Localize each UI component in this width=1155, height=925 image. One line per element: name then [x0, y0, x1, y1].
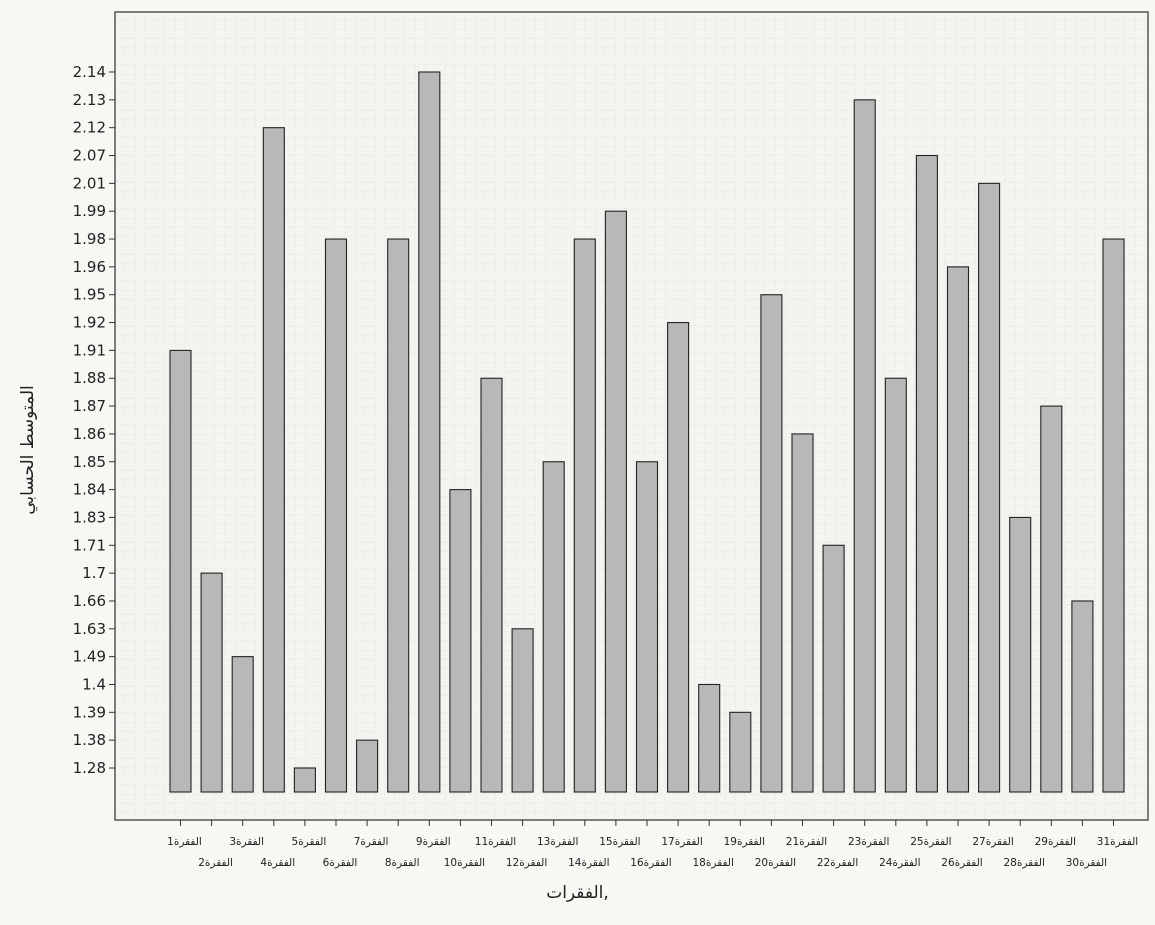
- x-tick-label: الفقرة2: [198, 857, 233, 869]
- x-tick-label: الفقرة30: [1066, 857, 1107, 869]
- x-tick-label: الفقرة9: [416, 836, 451, 848]
- bar: [698, 683, 721, 793]
- bar: [667, 322, 690, 793]
- y-tick-label: 1.92: [73, 314, 106, 332]
- y-axis-label: المتوسط الحسابي: [18, 385, 38, 515]
- bar: [915, 154, 938, 793]
- x-tick-label: الفقرة14: [568, 857, 609, 869]
- bar: [760, 294, 783, 793]
- x-tick-label: الفقرة22: [817, 857, 858, 869]
- y-tick-label: 1.38: [73, 731, 106, 749]
- x-tick-label: الفقرة3: [229, 836, 264, 848]
- bar: [1009, 516, 1032, 793]
- x-tick-label: الفقرة25: [910, 836, 951, 848]
- bar: [324, 238, 348, 793]
- x-tick-label: الفقرة16: [630, 857, 671, 869]
- x-tick-label: الفقرة15: [599, 836, 640, 848]
- y-tick-label: 1.63: [73, 620, 106, 638]
- x-tick-label: الفقرة6: [323, 857, 358, 869]
- bar: [449, 489, 472, 793]
- bar: [356, 739, 379, 793]
- bar: [884, 377, 907, 793]
- y-tick-label: 2.13: [73, 91, 106, 109]
- bar: [853, 99, 876, 793]
- bar: [822, 544, 845, 793]
- y-tick-label: 2.01: [73, 174, 106, 192]
- y-tick-label: 1.95: [73, 286, 106, 304]
- y-tick-label: 1.28: [73, 759, 106, 777]
- y-tick-label: 1.98: [73, 230, 106, 248]
- y-tick-label: 2.14: [73, 63, 106, 81]
- y-tick-label: 1.96: [73, 258, 106, 276]
- y-tick-label: 1.7: [82, 564, 106, 582]
- bar: [293, 767, 316, 793]
- y-tick-label: 1.71: [73, 536, 106, 554]
- x-tick-label: الفقرة13: [537, 836, 578, 848]
- x-tick-label: الفقرة20: [755, 857, 796, 869]
- y-tick-label: 1.84: [73, 481, 106, 499]
- x-tick-label: الفقرة19: [724, 836, 765, 848]
- bar: [729, 711, 752, 793]
- bar: [480, 377, 503, 793]
- x-tick-label: الفقرة1: [167, 836, 202, 848]
- bar: [1040, 405, 1063, 793]
- x-tick-label: الفقرة27: [972, 836, 1013, 848]
- y-tick-label: 1.85: [73, 453, 106, 471]
- bar: [604, 210, 627, 793]
- y-tick-label: 1.87: [73, 397, 106, 415]
- x-tick-label: الفقرة10: [444, 857, 485, 869]
- y-tick-label: 1.83: [73, 508, 106, 526]
- x-tick-label: الفقرة8: [385, 857, 420, 869]
- y-tick-label: 1.99: [73, 202, 106, 220]
- bar: [1071, 600, 1094, 793]
- x-tick-label: الفقرة31: [1097, 836, 1138, 848]
- x-tick-label: الفقرة17: [661, 836, 702, 848]
- bar: [542, 461, 565, 793]
- y-tick-label: 1.86: [73, 425, 106, 443]
- x-tick-label: الفقرة26: [941, 857, 982, 869]
- x-tick-label: الفقرة24: [879, 857, 920, 869]
- bar: [169, 349, 192, 793]
- bar: [262, 127, 285, 793]
- x-tick-label: الفقرة21: [786, 836, 827, 848]
- y-tick-label: 2.07: [73, 147, 106, 165]
- x-tick-label: الفقرة28: [1003, 857, 1044, 869]
- bar: [200, 572, 223, 793]
- x-tick-label: الفقرة11: [475, 836, 516, 848]
- x-tick-label: الفقرة12: [506, 857, 547, 869]
- y-tick-label: 2.12: [73, 119, 106, 137]
- bar: [1102, 238, 1125, 793]
- x-axis-label: الفقرات,: [546, 883, 609, 903]
- y-tick-label: 1.88: [73, 369, 106, 387]
- y-tick-label: 1.39: [73, 703, 106, 721]
- x-tick-label: الفقرة23: [848, 836, 889, 848]
- x-tick-label: الفقرة5: [292, 836, 327, 848]
- y-tick-label: 1.91: [73, 341, 106, 359]
- x-tick-label: الفقرة29: [1035, 836, 1076, 848]
- bar: [978, 182, 1001, 793]
- x-tick-label: الفقرة4: [260, 857, 295, 869]
- bar: [231, 656, 254, 793]
- y-tick-label: 1.4: [82, 675, 106, 693]
- y-tick-label: 1.49: [73, 648, 106, 666]
- bar: [635, 461, 659, 793]
- bar: [573, 238, 596, 793]
- bar: [511, 628, 534, 793]
- bar: [418, 71, 441, 793]
- bar: [946, 266, 970, 793]
- y-tick-label: 1.66: [73, 592, 106, 610]
- x-tick-label: الفقرة7: [354, 836, 389, 848]
- x-tick-label: الفقرة18: [692, 857, 733, 869]
- bar: [387, 238, 410, 793]
- bar: [791, 433, 814, 793]
